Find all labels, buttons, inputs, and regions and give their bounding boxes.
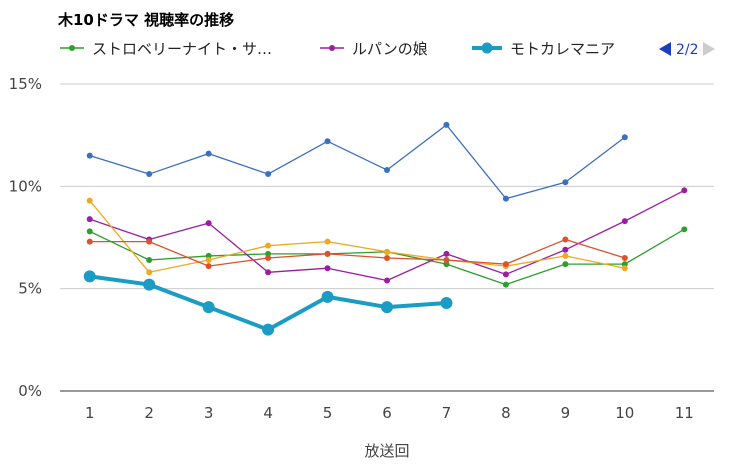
x-tick-label: 10 — [615, 404, 634, 422]
series-line — [89, 124, 626, 200]
data-point[interactable] — [146, 171, 153, 178]
y-tick-label: 0% — [18, 382, 42, 400]
data-point[interactable] — [86, 197, 93, 204]
data-point[interactable] — [502, 195, 509, 202]
series-1 — [86, 187, 688, 284]
data-point[interactable] — [502, 261, 509, 268]
data-point[interactable] — [146, 238, 153, 245]
data-point[interactable] — [443, 250, 450, 257]
series-2 — [83, 270, 453, 336]
data-point[interactable] — [681, 187, 688, 194]
legend-label: ルパンの娘 — [352, 40, 428, 58]
legend-swatch-marker — [69, 45, 75, 51]
data-point[interactable] — [621, 134, 628, 141]
data-point[interactable] — [205, 220, 212, 227]
x-tick-label: 3 — [204, 404, 214, 422]
x-tick-label: 2 — [144, 404, 154, 422]
data-point[interactable] — [384, 166, 390, 173]
x-axis: 1 2 3 4 5 6 7 8 9 10 11 — [85, 404, 694, 422]
data-point[interactable] — [86, 152, 93, 159]
data-point[interactable] — [621, 218, 628, 225]
y-tick-label: 5% — [18, 280, 42, 298]
series-line — [89, 200, 625, 273]
data-point[interactable] — [443, 257, 450, 264]
x-tick-label: 6 — [382, 404, 392, 422]
data-point[interactable] — [262, 323, 275, 336]
legend-page-indicator: 2/2 — [676, 42, 699, 58]
legend-swatch-marker — [329, 45, 335, 51]
legend-swatch-marker — [481, 42, 493, 54]
data-point[interactable] — [621, 265, 628, 272]
series-5 — [86, 236, 628, 270]
data-point[interactable] — [146, 257, 153, 264]
data-point[interactable] — [384, 248, 390, 255]
x-tick-label: 8 — [501, 404, 511, 422]
data-point[interactable] — [502, 281, 509, 288]
y-axis: 0% 5% 10% 15% — [9, 75, 42, 400]
data-point[interactable] — [562, 246, 569, 253]
data-point[interactable] — [265, 254, 272, 261]
data-point[interactable] — [502, 271, 509, 278]
chart-title: 木10ドラマ 視聴率の推移 — [57, 11, 234, 29]
data-point[interactable] — [443, 121, 450, 128]
y-tick-label: 15% — [9, 75, 42, 93]
y-tick-label: 10% — [9, 177, 42, 195]
legend: ストロベリーナイト・サ… ルパンの娘 モトカレマニア — [60, 40, 615, 58]
data-point[interactable] — [384, 277, 390, 284]
x-tick-label: 1 — [85, 404, 95, 422]
data-point[interactable] — [321, 290, 334, 303]
data-point[interactable] — [324, 250, 331, 257]
series-layer — [83, 121, 688, 336]
x-axis-label: 放送回 — [364, 442, 409, 460]
data-point[interactable] — [562, 236, 569, 243]
data-point[interactable] — [681, 226, 688, 233]
data-point[interactable] — [562, 261, 569, 268]
x-tick-label: 7 — [442, 404, 452, 422]
legend-label: モトカレマニア — [510, 40, 615, 58]
x-tick-label: 11 — [675, 404, 694, 422]
series-line — [89, 238, 626, 267]
data-point[interactable] — [86, 238, 93, 245]
legend-prev-icon[interactable] — [659, 42, 671, 56]
legend-pager: 2/2 — [659, 42, 715, 58]
x-tick-label: 4 — [263, 404, 273, 422]
legend-next-icon[interactable] — [703, 42, 715, 56]
data-point[interactable] — [205, 263, 212, 270]
data-point[interactable] — [265, 269, 272, 276]
data-point[interactable] — [146, 269, 153, 276]
data-point[interactable] — [265, 171, 272, 178]
data-point[interactable] — [324, 265, 331, 272]
data-point[interactable] — [143, 278, 156, 291]
legend-item[interactable]: ルパンの娘 — [320, 40, 428, 58]
data-point[interactable] — [202, 301, 215, 314]
series-3 — [86, 121, 628, 202]
data-point[interactable] — [324, 138, 331, 145]
data-point[interactable] — [205, 257, 212, 264]
grid — [60, 83, 714, 392]
data-point[interactable] — [86, 216, 93, 223]
data-point[interactable] — [265, 242, 272, 249]
series-4 — [86, 197, 628, 276]
legend-label: ストロベリーナイト・サ… — [92, 40, 272, 58]
data-point[interactable] — [562, 179, 569, 186]
data-point[interactable] — [384, 254, 390, 261]
series-line — [89, 189, 685, 282]
data-point[interactable] — [86, 228, 93, 235]
x-tick-label: 9 — [561, 404, 571, 422]
data-point[interactable] — [381, 301, 393, 314]
legend-item[interactable]: モトカレマニア — [472, 40, 615, 58]
data-point[interactable] — [324, 238, 331, 245]
data-point[interactable] — [562, 252, 569, 259]
data-point[interactable] — [83, 270, 96, 283]
data-point[interactable] — [621, 254, 628, 261]
data-point[interactable] — [205, 150, 212, 157]
legend-item[interactable]: ストロベリーナイト・サ… — [60, 40, 272, 58]
x-tick-label: 5 — [323, 404, 333, 422]
data-point[interactable] — [440, 296, 453, 309]
